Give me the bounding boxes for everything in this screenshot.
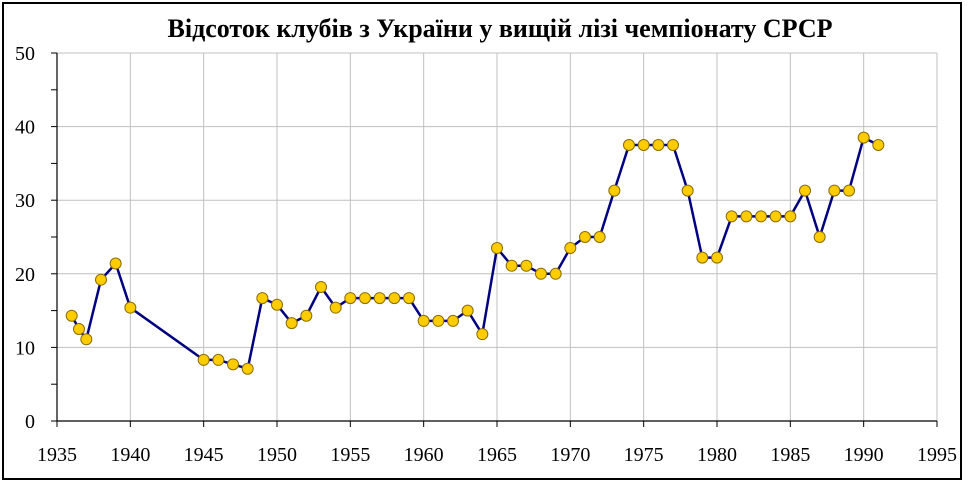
data-point: [857, 131, 870, 144]
data-point: [197, 353, 210, 366]
x-tick-label: 1940: [110, 444, 150, 466]
x-tick-label: 1965: [477, 444, 517, 466]
data-point: [813, 231, 826, 243]
data-point: [285, 317, 298, 330]
data-point: [373, 292, 386, 305]
data-point: [755, 210, 767, 223]
data-point: [241, 362, 254, 375]
y-tick-label: 50: [15, 43, 35, 65]
data-point: [344, 292, 357, 305]
chart-title: Відсоток клубів з України у вищій лізі ч…: [167, 14, 833, 43]
data-point: [681, 184, 694, 197]
data-point: [95, 273, 107, 286]
x-tick-label: 1995: [917, 444, 957, 466]
data-point: [124, 301, 137, 314]
x-tick-label: 1960: [404, 444, 444, 466]
data-point: [329, 301, 342, 314]
data-point: [843, 184, 855, 197]
data-point: [447, 314, 459, 327]
x-tick-label: 1955: [330, 444, 370, 466]
data-point: [109, 257, 122, 270]
x-tick-label: 1975: [624, 444, 664, 466]
data-point: [359, 292, 371, 305]
data-point: [73, 323, 85, 335]
data-point: [608, 184, 621, 197]
data-point: [461, 304, 474, 317]
data-point: [740, 210, 753, 223]
data-point: [564, 242, 577, 255]
data-point: [388, 292, 401, 305]
data-point: [579, 231, 591, 243]
y-tick-label: 10: [15, 337, 35, 359]
x-tick-label: 1990: [844, 444, 884, 466]
data-point: [65, 309, 78, 322]
data-point: [535, 267, 547, 280]
data-point: [799, 184, 811, 197]
y-tick-label: 30: [15, 190, 35, 212]
data-point: [212, 353, 225, 366]
data-point: [667, 139, 679, 151]
x-tick-label: 1970: [550, 444, 590, 466]
data-point: [417, 314, 430, 327]
x-tick-label: 1945: [184, 444, 224, 466]
x-tick-label: 1935: [37, 444, 77, 466]
data-point: [476, 328, 489, 341]
data-point: [432, 314, 445, 327]
data-point: [593, 231, 606, 243]
data-point: [872, 139, 885, 151]
data-point: [271, 298, 283, 311]
data-point: [711, 251, 723, 264]
y-tick-label: 0: [25, 411, 35, 433]
data-point: [80, 333, 93, 346]
y-tick-label: 40: [15, 117, 35, 139]
data-point: [637, 139, 650, 151]
data-point: [725, 210, 738, 223]
data-point: [300, 309, 313, 322]
y-tick-label: 20: [15, 264, 35, 286]
data-point: [828, 184, 841, 197]
data-point: [769, 210, 782, 223]
data-point: [491, 242, 503, 255]
data-point: [696, 251, 709, 264]
data-point: [315, 281, 327, 294]
x-tick-label: 1985: [770, 444, 810, 466]
data-point: [784, 210, 797, 223]
data-point: [520, 259, 533, 272]
x-tick-label: 1950: [257, 444, 297, 466]
data-point: [256, 292, 269, 305]
data-point: [403, 292, 415, 305]
data-point: [505, 259, 518, 272]
data-point: [227, 358, 239, 371]
data-point: [652, 139, 665, 151]
x-tick-label: 1980: [697, 444, 737, 466]
data-point: [549, 267, 562, 280]
data-point: [623, 139, 635, 151]
